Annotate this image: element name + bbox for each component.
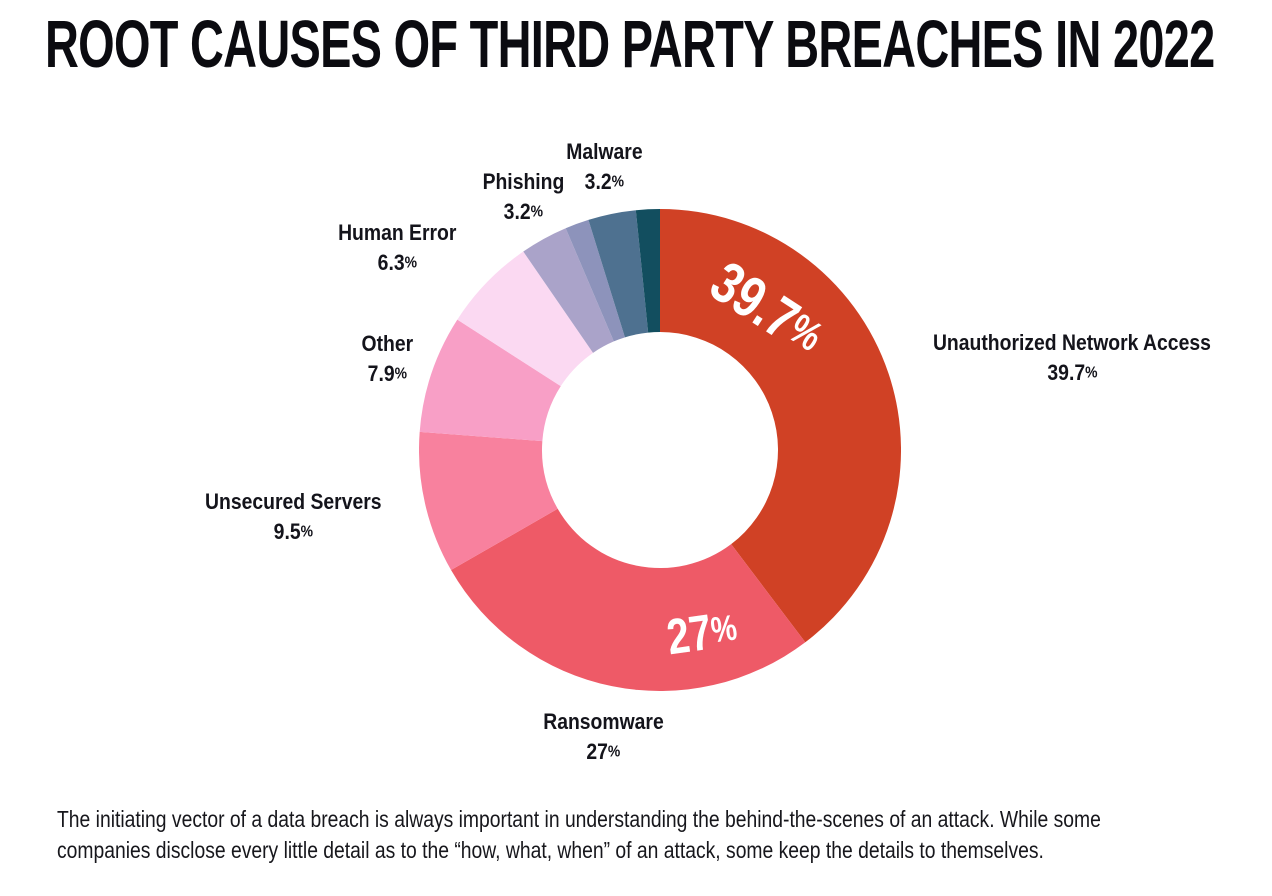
segment-value: 6.3% (377, 250, 417, 275)
percent-sign: % (300, 523, 313, 541)
donut-ring (419, 209, 901, 691)
donut-segment-ransomware (451, 508, 806, 691)
segment-value: 3.2% (584, 169, 624, 194)
caption-line-2: companies disclose every little detail a… (57, 837, 1044, 863)
donut-segment-other (419, 319, 561, 442)
donut-chart: 39.7% 27% (419, 209, 901, 691)
percent-sign: % (1084, 364, 1098, 382)
label-ransomware: Ransomware 27% (433, 707, 773, 767)
donut-segment-human-error (457, 251, 594, 387)
page-title-text: ROOT CAUSES OF THIRD PARTY BREACHES IN 2… (45, 7, 1215, 82)
percent-sign: % (607, 743, 620, 761)
segment-value: 39.7% (1046, 360, 1098, 385)
segment-label: Phishing (482, 169, 564, 194)
segment-value: 27% (586, 739, 620, 764)
segment-value: 9.5% (273, 519, 313, 544)
label-unauthorized-network-access: Unauthorized Network Access 39.7% (902, 328, 1242, 388)
inside-value-text: 27% (663, 603, 740, 666)
donut-segment-phishing (523, 228, 614, 353)
segment-value: 7.9% (367, 361, 407, 386)
page-title: ROOT CAUSES OF THIRD PARTY BREACHES IN 2… (45, 6, 1272, 83)
caption-line-1: The initiating vector of a data breach i… (57, 806, 1101, 832)
donut-segment-unauthorized-network-access (660, 209, 901, 643)
label-malware: Malware 3.2% (434, 137, 774, 197)
donut-segment-unsecured-servers (419, 431, 558, 571)
label-unsecured-servers: Unsecured Servers 9.5% (123, 487, 463, 547)
percent-sign: % (780, 304, 832, 360)
segment-label: Ransomware (542, 709, 664, 734)
percent-sign: % (708, 606, 740, 651)
caption: The initiating vector of a data breach i… (57, 804, 1272, 866)
percent-sign: % (611, 173, 624, 191)
segment-label: Unsecured Servers (204, 489, 382, 514)
percent-sign: % (404, 254, 417, 272)
segment-label: Other (361, 331, 413, 356)
donut-segment-malware (588, 210, 649, 338)
segment-label: Unauthorized Network Access (933, 330, 1211, 355)
donut-segment-unlabeled (565, 219, 625, 342)
segment-label: Malware (565, 139, 643, 164)
percent-sign: % (394, 365, 407, 383)
donut-segment-unlabeled (635, 209, 660, 333)
